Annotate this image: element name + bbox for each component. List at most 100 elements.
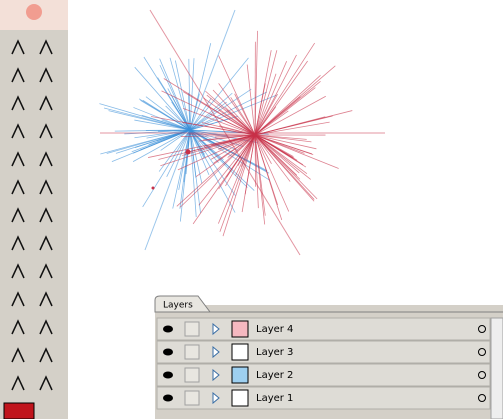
fill-swatch[interactable] [3, 402, 35, 419]
layer-row[interactable] [156, 386, 491, 410]
target-circle[interactable] [478, 325, 486, 333]
layer-thumbnail [231, 320, 249, 338]
spark [254, 134, 305, 154]
spark [254, 134, 307, 168]
spark [254, 30, 258, 136]
spark [159, 58, 191, 131]
spark [189, 58, 195, 131]
lock-box[interactable] [184, 321, 200, 337]
spark [254, 54, 297, 136]
spark [138, 98, 191, 131]
spark [189, 129, 197, 218]
tool-glyph [39, 291, 53, 307]
artwork [99, 9, 385, 256]
tool-icons [11, 39, 53, 391]
spark [99, 103, 191, 131]
layer-rows: Layer 4 Layer 3 Layer 2 Layer 1 [156, 317, 491, 410]
spark [254, 134, 317, 150]
spark [241, 134, 256, 213]
spark [254, 60, 308, 136]
dot [185, 149, 191, 155]
visibility-eye[interactable] [163, 394, 173, 402]
layer-row[interactable] [156, 317, 491, 341]
tool-glyph [11, 179, 25, 195]
target-circle[interactable] [478, 394, 486, 402]
lock-box[interactable] [184, 367, 200, 383]
spark [132, 129, 191, 162]
lock-box[interactable] [184, 390, 200, 406]
spark [182, 91, 256, 136]
target-circle[interactable] [478, 348, 486, 356]
spark [254, 134, 298, 176]
tool-glyph [11, 207, 25, 223]
spark [134, 129, 191, 139]
spark [142, 129, 191, 208]
tool-glyph [11, 151, 25, 167]
tool-glyph [39, 347, 53, 363]
spark [254, 134, 290, 212]
spark [254, 95, 326, 136]
expand-triangle[interactable] [212, 322, 220, 336]
spark [218, 55, 256, 136]
visibility-eye[interactable] [163, 348, 173, 356]
spark [189, 88, 252, 131]
spark [254, 110, 289, 136]
spark [181, 134, 256, 137]
spark [157, 77, 191, 131]
spark [230, 97, 256, 136]
spark [198, 134, 256, 206]
expand-triangle[interactable] [212, 345, 220, 359]
spark [254, 134, 259, 209]
spark [254, 134, 291, 182]
tool-glyph [39, 95, 53, 111]
visibility-eye[interactable] [163, 371, 173, 379]
spark [254, 61, 288, 136]
spark [254, 134, 266, 216]
spark [145, 96, 191, 131]
visibility-eye[interactable] [163, 325, 173, 333]
expand-triangle[interactable] [212, 391, 220, 405]
scrollbar[interactable] [490, 317, 503, 419]
tool-glyph [39, 375, 53, 391]
spark [254, 134, 307, 140]
spark [254, 110, 353, 136]
spark [218, 109, 256, 136]
spark [254, 134, 294, 157]
spark [254, 50, 272, 136]
spark [161, 90, 256, 136]
spark [254, 75, 321, 136]
spark [114, 129, 191, 132]
tool-glyph [11, 347, 25, 363]
layer-name: Layer 2 [256, 370, 293, 381]
tool-glyph [39, 207, 53, 223]
tool-glyph [11, 67, 25, 83]
layer-row[interactable] [156, 340, 491, 364]
spark [134, 119, 191, 131]
spark [134, 66, 191, 131]
tool-glyph [11, 319, 25, 335]
target-circle[interactable] [478, 371, 486, 379]
tool-glyph [39, 39, 53, 55]
lock-box[interactable] [184, 344, 200, 360]
tool-glyph [39, 151, 53, 167]
spark [182, 108, 256, 136]
spark [219, 134, 256, 232]
spark [225, 134, 256, 187]
spark [166, 129, 191, 177]
layer-row[interactable] [156, 363, 491, 387]
spark [150, 116, 256, 136]
spark [254, 134, 315, 200]
spark [189, 129, 210, 176]
spark [189, 129, 236, 196]
spark [115, 129, 191, 154]
spark [149, 9, 301, 256]
tool-glyph [39, 123, 53, 139]
panel-tab[interactable] [154, 295, 211, 313]
spark [144, 9, 236, 251]
spark [172, 129, 191, 209]
expand-triangle[interactable] [212, 368, 220, 382]
spark [178, 129, 191, 190]
spark [222, 134, 256, 237]
